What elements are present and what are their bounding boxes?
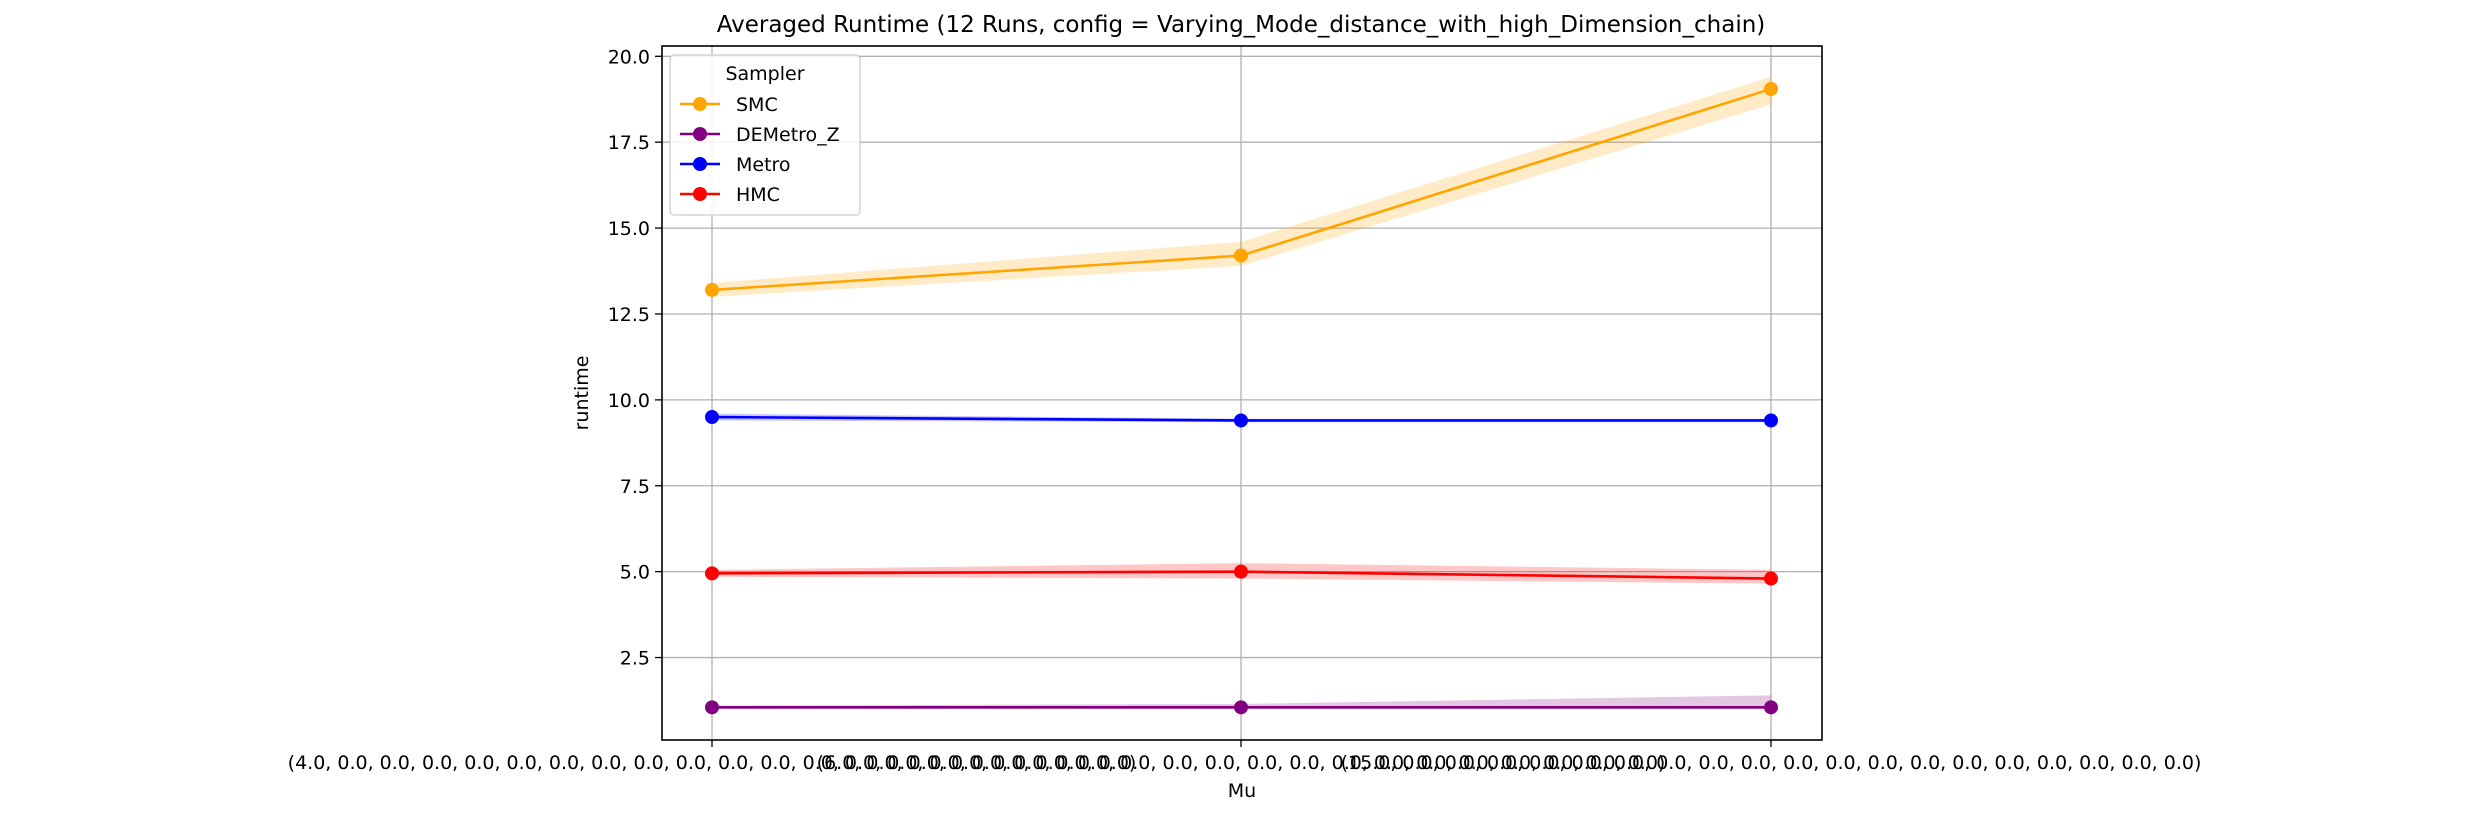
band-demetro_z [712, 695, 1771, 710]
y-tick-label: 10.0 [608, 390, 650, 412]
legend-title: Sampler [725, 63, 804, 85]
point-smc [1234, 248, 1248, 263]
x-tick-label: (4.0, 0.0, 0.0, 0.0, 0.0, 0.0, 0.0, 0.0,… [288, 752, 1137, 774]
y-tick-label: 12.5 [608, 304, 650, 326]
legend: Sampler SMC DEMetro_Z Metro HMC [669, 54, 861, 216]
y-tick-label: 20.0 [608, 46, 650, 68]
point-metro [1234, 413, 1248, 428]
legend-box [669, 54, 861, 216]
legend-swatch-marker [693, 157, 707, 171]
point-smc [705, 282, 719, 297]
y-tick-label: 17.5 [608, 132, 650, 154]
y-tick-label: 2.5 [620, 648, 650, 670]
legend-label: Metro [736, 154, 791, 176]
legend-label: SMC [736, 94, 778, 116]
y-tick-label: 15.0 [608, 218, 650, 240]
x-tick-label: (6.0, 0.0, 0.0, 0.0, 0.0, 0.0, 0.0, 0.0,… [817, 752, 1666, 774]
point-demetro_z [1764, 700, 1778, 715]
y-tick-label: 7.5 [620, 476, 650, 498]
x-axis: (4.0, 0.0, 0.0, 0.0, 0.0, 0.0, 0.0, 0.0,… [288, 740, 2202, 774]
point-hmc [1764, 571, 1778, 586]
point-smc [1764, 81, 1778, 96]
point-metro [1764, 413, 1778, 428]
point-demetro_z [1234, 700, 1248, 715]
x-tick-label: (15.0, 0.0, 0.0, 0.0, 0.0, 0.0, 0.0, 0.0… [1341, 752, 2202, 774]
y-axis: 2.5 5.0 7.5 10.0 12.5 15.0 17.5 20.0 [608, 46, 662, 670]
point-hmc [1234, 564, 1248, 579]
point-demetro_z [705, 700, 719, 715]
legend-label: DEMetro_Z [736, 124, 840, 146]
y-tick-label: 5.0 [620, 562, 650, 584]
y-axis-label: runtime [571, 356, 593, 431]
legend-swatch-marker [693, 97, 707, 111]
legend-label: HMC [736, 184, 780, 206]
legend-swatch-marker [693, 127, 707, 141]
x-axis-label: Mu [1228, 780, 1256, 802]
chart-title: Averaged Runtime (12 Runs, config = Vary… [717, 12, 1766, 38]
point-metro [705, 410, 719, 425]
series-points [705, 81, 1778, 715]
point-hmc [705, 566, 719, 581]
plot-frame [661, 45, 1823, 741]
legend-swatch-marker [693, 187, 707, 201]
